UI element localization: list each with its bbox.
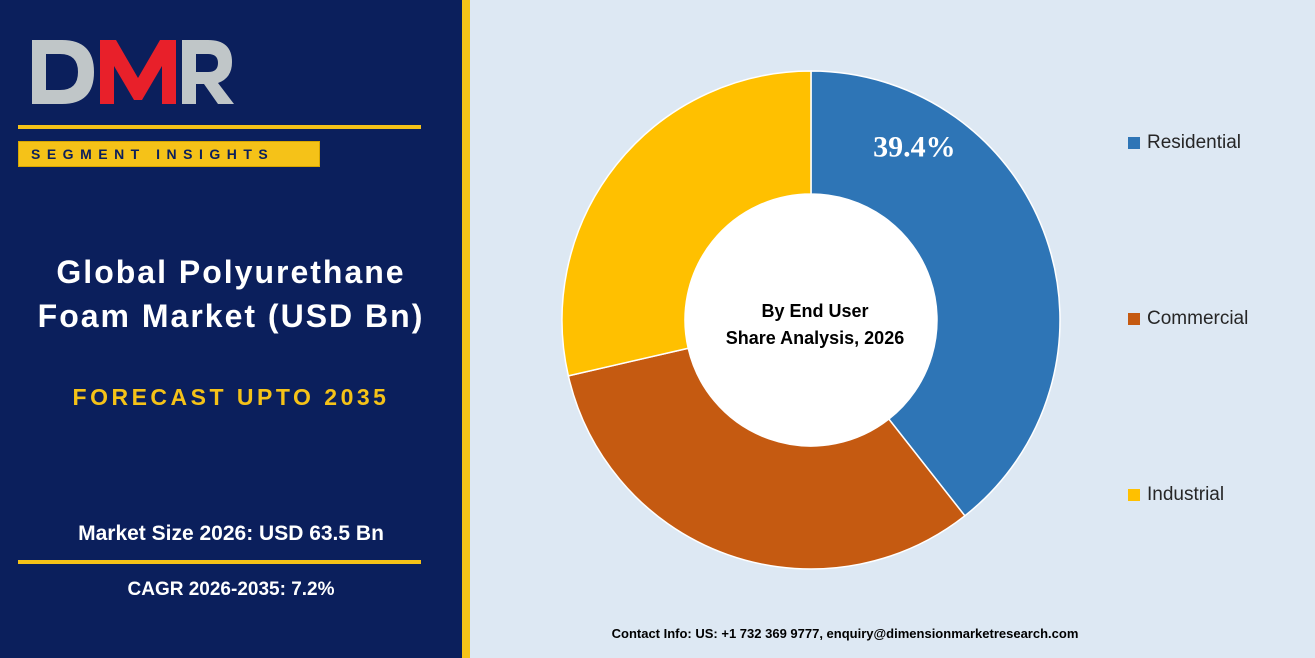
center-label-line-1: By End User: [761, 301, 868, 321]
gold-divider: [462, 0, 470, 658]
legend-swatch-residential: [1128, 137, 1140, 149]
dmr-logo: [32, 40, 234, 104]
center-label-line-2: Share Analysis, 2026: [726, 328, 904, 348]
legend-label-residential: Residential: [1147, 132, 1241, 153]
gold-rule-top: [18, 125, 421, 129]
donut-center: [685, 194, 937, 446]
legend-swatch-industrial: [1128, 489, 1140, 501]
cagr: CAGR 2026-2035: 7.2%: [127, 579, 335, 600]
donut-chart: 39.4% By End User Share Analysis, 2026 Resi…: [561, 70, 1248, 570]
market-size: Market Size 2026: USD 63.5 Bn: [78, 522, 384, 545]
data-label-residential: 39.4%: [873, 130, 956, 163]
logo-letter-r: [182, 40, 234, 104]
left-panel: [0, 0, 462, 658]
forecast-label: FORECAST UPTO 2035: [72, 384, 390, 410]
legend-item-industrial: Industrial: [1128, 484, 1224, 505]
contact-info: Contact Info: US: +1 732 369 9777, enqui…: [611, 626, 1079, 641]
logo-letter-d: [32, 40, 94, 104]
legend-label-commercial: Commercial: [1147, 308, 1248, 329]
legend-swatch-commercial: [1128, 313, 1140, 325]
gold-rule-bottom: [18, 560, 421, 564]
legend-label-industrial: Industrial: [1147, 484, 1224, 505]
legend-item-commercial: Commercial: [1128, 308, 1248, 329]
segment-insights-badge: SEGMENT INSIGHTS: [18, 141, 320, 167]
report-title: Global Polyurethane Foam Market (USD Bn): [37, 254, 425, 334]
legend-item-residential: Residential: [1128, 132, 1241, 153]
logo-letter-m: [100, 40, 176, 104]
